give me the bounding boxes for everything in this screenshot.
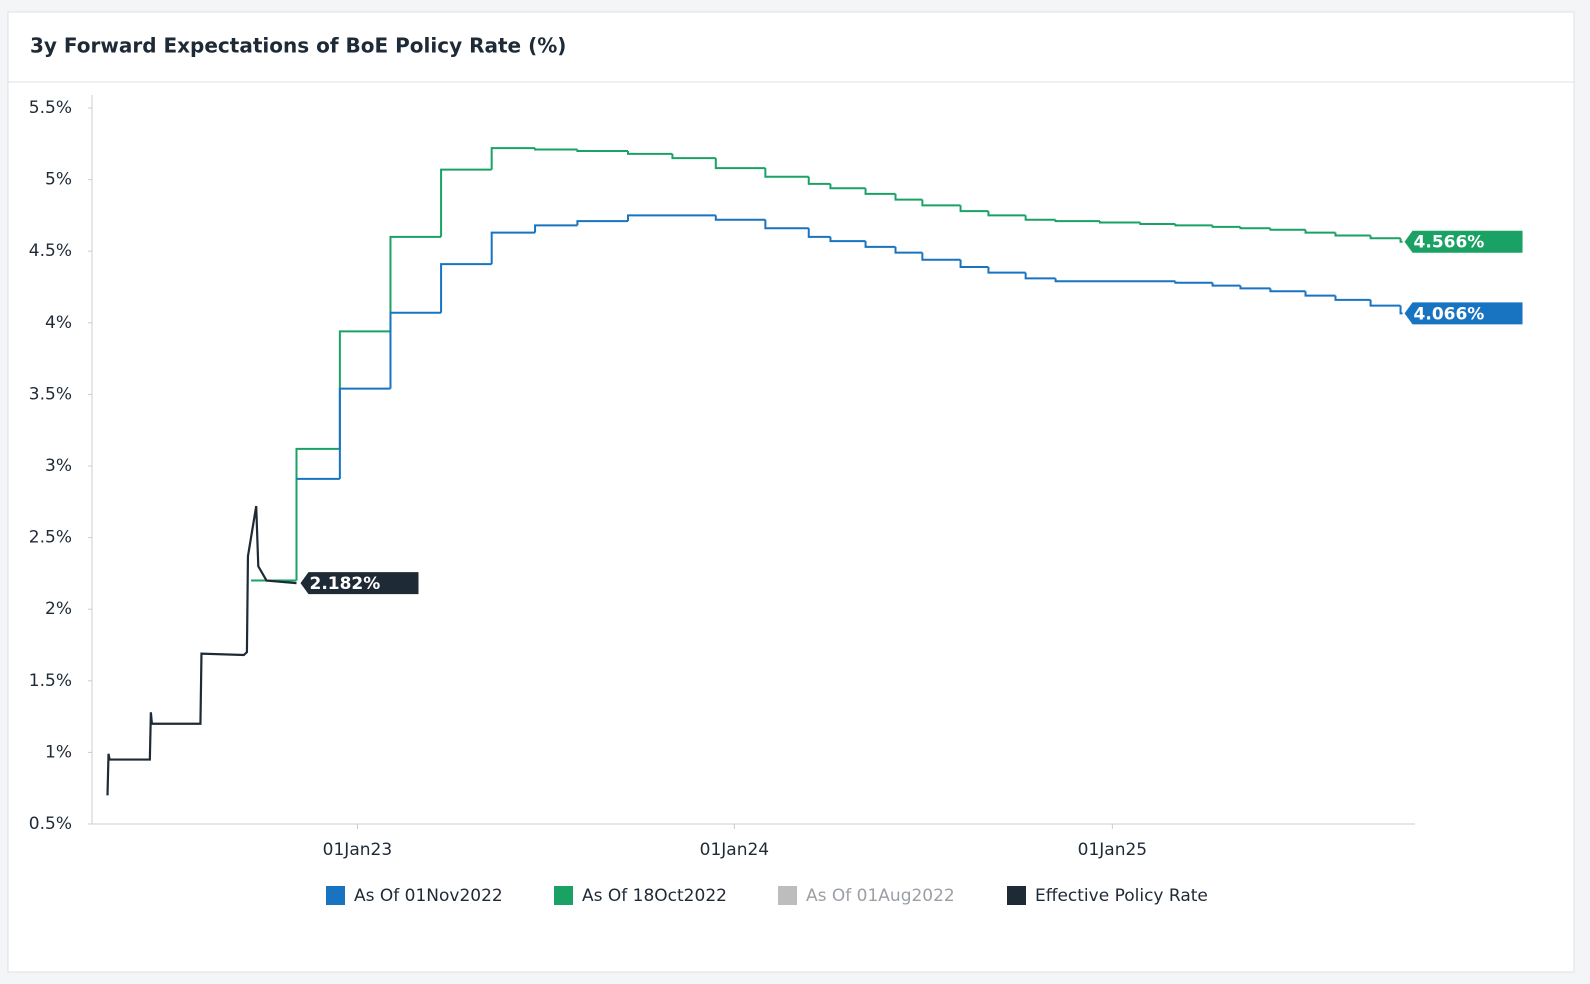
legend-swatch — [326, 886, 345, 905]
step-segment — [1369, 235, 1401, 240]
step-segment — [1099, 221, 1141, 224]
step-segment — [714, 158, 766, 170]
step-segment — [1211, 225, 1241, 228]
step-segment — [1304, 291, 1336, 297]
step-segment — [1269, 288, 1306, 293]
legend-label: As Of 01Nov2022 — [354, 886, 503, 906]
step-segment — [440, 263, 492, 313]
step-segment — [671, 153, 716, 160]
step-segment — [1054, 278, 1176, 283]
step-segment — [1399, 238, 1403, 243]
legend-label: As Of 18Oct2022 — [582, 886, 727, 906]
step-segment — [829, 183, 866, 190]
step-segment — [389, 311, 442, 389]
step-segment — [1334, 295, 1371, 301]
step-segment — [534, 224, 578, 233]
step-segment — [1334, 232, 1371, 237]
end-label: 4.566% — [1414, 233, 1485, 253]
y-tick-label: 2.5% — [29, 528, 72, 548]
step-segment — [807, 228, 831, 238]
step-segment — [894, 246, 923, 254]
step-segment — [338, 387, 391, 479]
legend-swatch — [1007, 886, 1026, 905]
step-segment — [921, 199, 961, 207]
step-segment — [1024, 272, 1056, 280]
step-segment — [295, 447, 340, 581]
y-tick-label: 2% — [45, 599, 72, 619]
step-segment — [576, 149, 629, 152]
step-segment — [921, 252, 961, 261]
y-tick-label: 0.5% — [29, 814, 72, 834]
end-label-box — [1404, 302, 1523, 325]
step-segment — [987, 266, 1026, 274]
step-segment — [1239, 226, 1271, 230]
step-segment — [627, 150, 673, 155]
y-tick-label: 5.5% — [29, 98, 72, 118]
step-segment — [627, 214, 716, 222]
step-segment — [764, 219, 809, 230]
step-segment — [576, 220, 629, 226]
step-segment — [829, 236, 866, 243]
step-segment — [1269, 228, 1306, 231]
step-segment — [1304, 229, 1336, 234]
step-segment — [959, 259, 989, 268]
end-label-box — [300, 572, 419, 595]
legend-swatch — [554, 886, 573, 905]
step-segment — [894, 193, 923, 201]
step-segment — [959, 205, 989, 213]
y-tick-label: 5% — [45, 170, 72, 190]
step-segment — [490, 147, 536, 170]
step-segment — [1211, 282, 1241, 287]
step-segment — [534, 148, 578, 151]
step-segment — [864, 188, 896, 195]
y-tick-label: 4.5% — [29, 241, 72, 261]
x-tick-label: 01Jan24 — [700, 840, 769, 860]
legend-label: Effective Policy Rate — [1035, 886, 1208, 906]
step-segment — [490, 231, 536, 265]
y-tick-label: 3% — [45, 456, 72, 476]
step-segment — [864, 241, 896, 248]
x-tick-label: 01Jan25 — [1078, 840, 1147, 860]
step-segment — [714, 215, 766, 221]
step-segment — [1174, 281, 1213, 284]
step-segment — [440, 168, 492, 237]
step-segment — [1139, 222, 1176, 225]
step-segment — [987, 211, 1026, 217]
step-segment — [389, 235, 442, 332]
legend-swatch — [778, 886, 797, 905]
step-segment — [1054, 219, 1100, 223]
card — [7, 11, 1575, 973]
y-tick-label: 1.5% — [29, 671, 72, 691]
y-tick-label: 4% — [45, 313, 72, 333]
x-tick-label: 01Jan23 — [323, 840, 392, 860]
chart-title: 3y Forward Expectations of BoE Policy Ra… — [30, 34, 566, 58]
step-segment — [1024, 215, 1056, 221]
end-label: 4.066% — [1414, 304, 1485, 324]
end-label-box — [1404, 230, 1523, 253]
end-label: 2.182% — [309, 574, 380, 594]
step-segment — [1174, 223, 1213, 227]
step-segment — [1239, 285, 1271, 290]
series-line — [106, 505, 297, 796]
step-segment — [807, 176, 831, 185]
legend-label: As Of 01Aug2022 — [806, 886, 955, 906]
y-tick-label: 3.5% — [29, 384, 72, 404]
y-tick-label: 1% — [45, 742, 72, 762]
step-segment — [764, 168, 809, 178]
step-segment — [1369, 299, 1401, 307]
step-segment — [1399, 305, 1403, 315]
